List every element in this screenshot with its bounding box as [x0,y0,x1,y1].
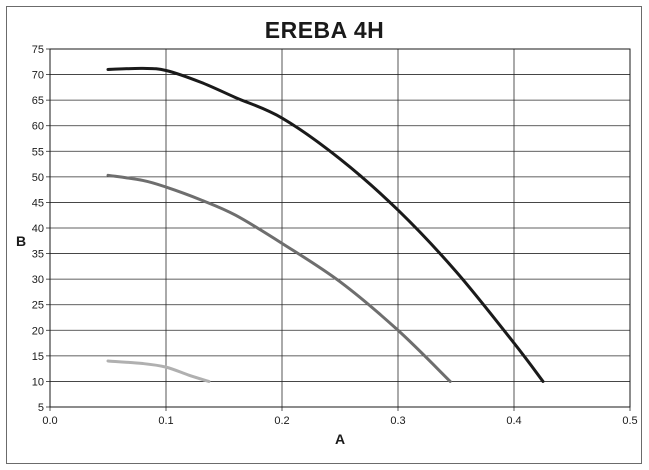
plot-border [49,48,631,408]
y-axis-label: B [16,233,26,249]
x-tick-label: 0.3 [390,415,405,427]
y-tick-label: 75 [32,44,44,56]
series-line-2 [106,173,452,383]
y-tick-label: 15 [32,351,44,363]
y-tick-label: 50 [32,172,44,184]
y-tick-label: 5 [38,402,44,414]
x-axis-label: A [335,431,345,447]
y-tick-label: 55 [32,146,44,158]
y-tick-label: 40 [32,223,44,235]
y-tick-label: 20 [32,325,44,337]
y-tick-label: 35 [32,249,44,261]
y-tick-label: 65 [32,95,44,107]
series-line-1 [106,66,545,383]
series-line-3 [106,359,211,383]
chart-title: EREBA 4H [264,17,385,43]
x-tick-label: 0.4 [506,415,521,427]
y-tick-label: 10 [32,376,44,388]
chart-frame [6,6,642,464]
x-tick-label: 0.1 [158,415,173,427]
x-tick-label: 0.0 [42,415,57,427]
y-tick-label: 60 [32,121,44,133]
y-tick-label: 45 [32,197,44,209]
series-layer [106,66,545,383]
y-tick-label: 25 [32,300,44,312]
grid-layer [46,48,631,411]
x-tick-label: 0.5 [622,415,637,427]
tick-layer: 5 10 15 20 25 30 35 40 45 50 55 60 65 70 75 0.0 0.1 0.2 0.… [32,44,638,427]
y-tick-label: 70 [32,70,44,82]
y-tick-label: 30 [32,274,44,286]
x-tick-label: 0.2 [274,415,289,427]
